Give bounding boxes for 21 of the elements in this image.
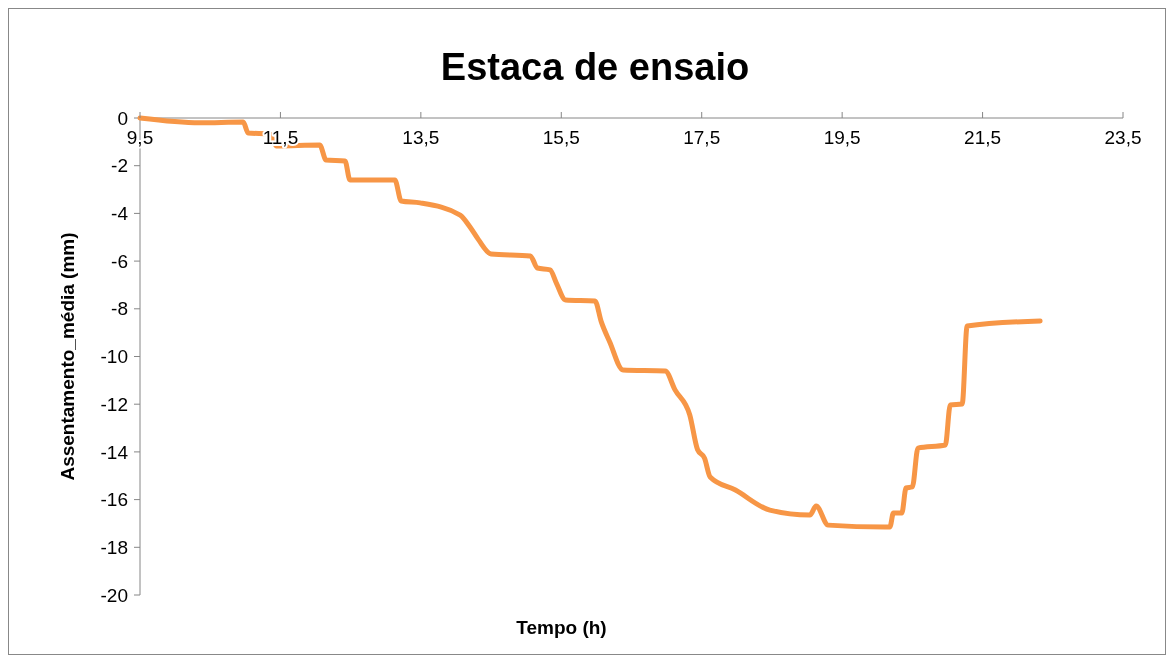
y-tick-label: -2 [111, 155, 128, 177]
x-tick-label: 15,5 [542, 127, 580, 148]
x-tick-label: 9,5 [126, 127, 154, 148]
chart-title: Estaca de ensaio [440, 46, 750, 88]
y-tick-label: -12 [100, 393, 128, 415]
x-tick-label: 21,5 [964, 127, 1002, 148]
x-tick-label: 23,5 [1104, 127, 1142, 148]
y-tick-label: -16 [100, 489, 128, 511]
y-tick-label: -6 [111, 250, 128, 272]
x-tick-label: 19,5 [823, 127, 861, 148]
y-tick-label: 0 [117, 107, 128, 129]
x-tick-label: 17,5 [683, 127, 721, 148]
y-tick-label: -8 [111, 298, 128, 320]
y-tick-label: -10 [100, 346, 128, 368]
x-tick-label: 13,5 [402, 127, 440, 148]
y-tick-label: -4 [111, 203, 129, 225]
y-tick-label: -14 [100, 441, 129, 463]
y-tick-label: -20 [100, 584, 128, 606]
y-tick-label: -18 [100, 536, 128, 558]
y-axis-title: Assentamento_média (mm) [57, 232, 78, 481]
x-axis-title: Tempo (h) [516, 617, 607, 638]
